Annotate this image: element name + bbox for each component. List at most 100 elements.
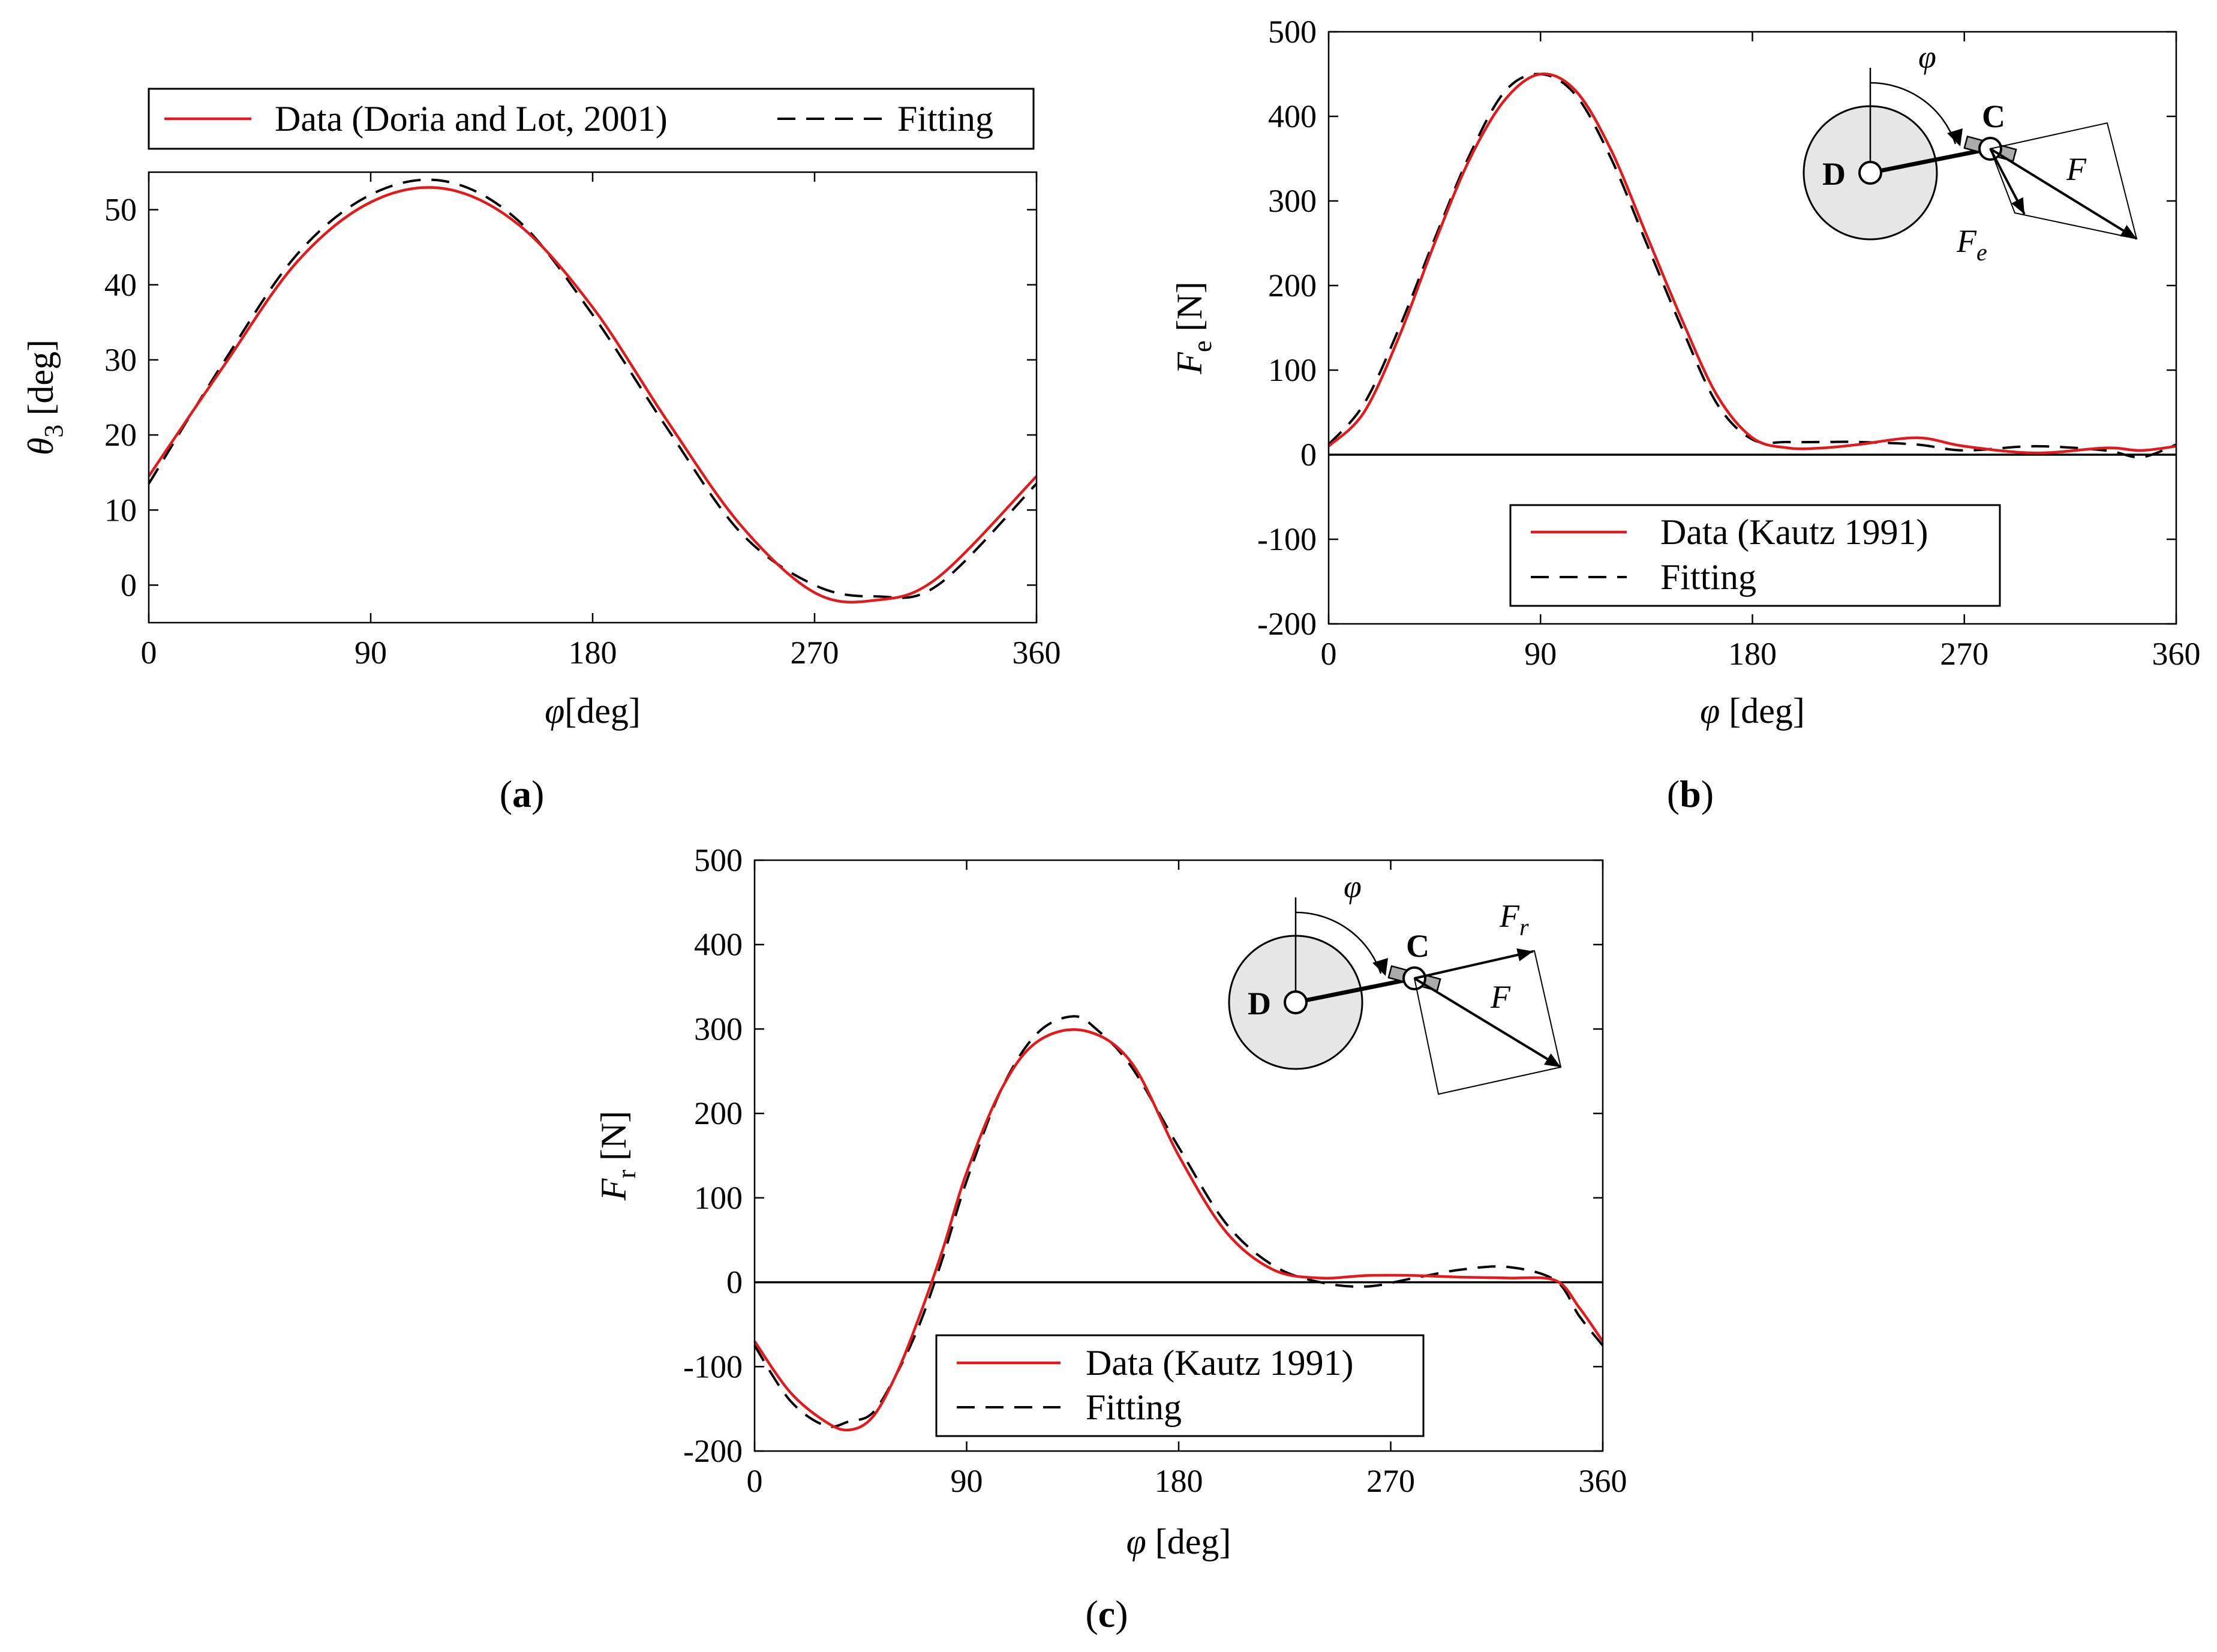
component-label: Fr xyxy=(1499,898,1529,941)
angle-arrowhead xyxy=(1372,958,1388,976)
legend-box xyxy=(1509,504,2001,607)
force-label: F xyxy=(1490,979,1511,1015)
y-axis-unit: [N] xyxy=(1170,281,1209,340)
y-tick-label: -100 xyxy=(1257,521,1317,557)
data-series-line xyxy=(148,186,1038,604)
y-tick-label: 500 xyxy=(1268,14,1317,50)
y-tick-label: 200 xyxy=(694,1095,743,1131)
y-tick-label: -200 xyxy=(1257,606,1317,642)
crank-arm xyxy=(1295,976,1415,1005)
x-tick-label: 0 xyxy=(747,1463,763,1499)
y-tick-label: 100 xyxy=(1268,352,1317,388)
legend: Data (Doria and Lot, 2001) Fitting xyxy=(148,88,1035,150)
pivot-d xyxy=(1284,990,1308,1014)
legend-box xyxy=(148,88,1035,150)
y-tick-label: 20 xyxy=(104,417,137,453)
fitting-series-line xyxy=(1327,73,2177,459)
y-axis-subscript: e xyxy=(1188,341,1217,353)
y-tick-label: 50 xyxy=(104,192,137,228)
data-series-line xyxy=(753,1028,1604,1432)
x-axis-symbol: φ xyxy=(1700,691,1720,731)
y-tick-label: 400 xyxy=(1268,98,1317,134)
caption-close: ) xyxy=(1701,773,1714,815)
chart-panel-b: 0 90 180 270 360 -200 -100 0 100 200 300 400 500 φ [d… xyxy=(1170,14,2201,815)
x-tick-label: 360 xyxy=(1013,635,1061,671)
component-symbol: F xyxy=(1956,223,1977,259)
caption-open: ( xyxy=(500,773,512,815)
legend-data-label: Data (Doria and Lot, 2001) xyxy=(275,99,668,139)
legend: Data (Kautz 1991)Fitting xyxy=(935,1334,1425,1437)
y-axis-subscript: 3 xyxy=(39,425,68,438)
x-tick-label: 270 xyxy=(1366,1463,1415,1499)
x-axis-label: φ [deg] xyxy=(1126,1522,1231,1561)
caption-letter: c xyxy=(1098,1593,1115,1635)
y-tick-label: 30 xyxy=(104,342,137,378)
point-c-label: C xyxy=(1406,928,1429,964)
x-axis-unit: [deg] xyxy=(564,691,641,731)
x-tick-label: 180 xyxy=(569,635,617,671)
y-axis-subscript: r xyxy=(612,1170,641,1179)
x-tick-label: 90 xyxy=(951,1463,983,1499)
caption-open: ( xyxy=(1085,1593,1098,1635)
chart-panel-c: 0 90 180 270 360 -200 -100 0 100 200 300 400 500 φ [d… xyxy=(594,842,1627,1635)
y-tick-label: 0 xyxy=(1300,437,1317,473)
data-series-line xyxy=(1327,72,2177,455)
y-tick-label: 300 xyxy=(1268,183,1317,219)
point-c-label: C xyxy=(1982,98,2005,134)
caption-letter: b xyxy=(1680,773,1701,815)
y-tick-label: 400 xyxy=(694,927,743,963)
x-axis-label: φ [deg] xyxy=(1700,691,1805,731)
y-tick-label: -100 xyxy=(683,1348,743,1384)
legend-fitting-label: Fitting xyxy=(1660,557,1756,597)
fitting-series-line xyxy=(753,1015,1604,1428)
x-axis-label: φ[deg] xyxy=(545,691,641,731)
y-tick-label: 300 xyxy=(694,1011,743,1047)
y-axis-symbol: θ xyxy=(21,438,61,455)
x-tick-label: 360 xyxy=(2152,636,2201,672)
y-tick-label: 10 xyxy=(104,492,137,528)
caption-open: ( xyxy=(1667,773,1680,815)
y-tick-label: 0 xyxy=(726,1264,743,1300)
caption-close: ) xyxy=(531,773,544,815)
point-d-label: D xyxy=(1822,156,1846,192)
crank-arm xyxy=(1870,146,1991,175)
panel-caption: (a) xyxy=(500,773,545,815)
x-tick-label: 90 xyxy=(1524,636,1557,672)
y-tick-label: 100 xyxy=(694,1180,743,1216)
y-tick-label: 200 xyxy=(1268,268,1317,304)
force-arrow-head xyxy=(1544,1053,1561,1067)
x-tick-label: 0 xyxy=(1321,636,1337,672)
force-arrow xyxy=(1989,148,2138,240)
angle-arrowhead xyxy=(1947,128,1963,146)
point-d-label: D xyxy=(1248,986,1271,1022)
x-tick-label: 270 xyxy=(791,635,839,671)
legend-box xyxy=(935,1334,1425,1437)
legend-data-label: Data (Kautz 1991) xyxy=(1660,512,1928,552)
component-subscript: r xyxy=(1519,914,1529,941)
component-arrow-head xyxy=(2011,197,2024,214)
legend-data-label: Data (Kautz 1991) xyxy=(1086,1343,1353,1383)
x-axis-unit: [deg] xyxy=(1720,691,1805,731)
y-tick-label: 500 xyxy=(694,842,743,878)
caption-letter: a xyxy=(512,773,531,815)
x-axis-unit: [deg] xyxy=(1146,1522,1231,1561)
y-axis-label: Fr [N] xyxy=(594,1111,641,1202)
panel-caption: (c) xyxy=(1085,1593,1128,1635)
x-tick-label: 360 xyxy=(1579,1463,1627,1499)
y-tick-label: 40 xyxy=(104,267,137,303)
angle-label: φ xyxy=(1344,869,1362,905)
y-axis-unit: [N] xyxy=(594,1111,633,1170)
plot-area xyxy=(148,171,1038,624)
y-axis-unit: [deg] xyxy=(21,340,61,425)
x-axis-symbol: φ xyxy=(545,691,564,731)
component-symbol: F xyxy=(1499,898,1520,934)
y-axis-label: Fe [N] xyxy=(1170,281,1217,374)
force-arrow xyxy=(1413,977,1562,1068)
legend-fitting-label: Fitting xyxy=(897,99,993,139)
x-tick-label: 270 xyxy=(1940,636,1988,672)
component-subscript: e xyxy=(1976,239,1987,266)
angle-label: φ xyxy=(1918,39,1936,75)
